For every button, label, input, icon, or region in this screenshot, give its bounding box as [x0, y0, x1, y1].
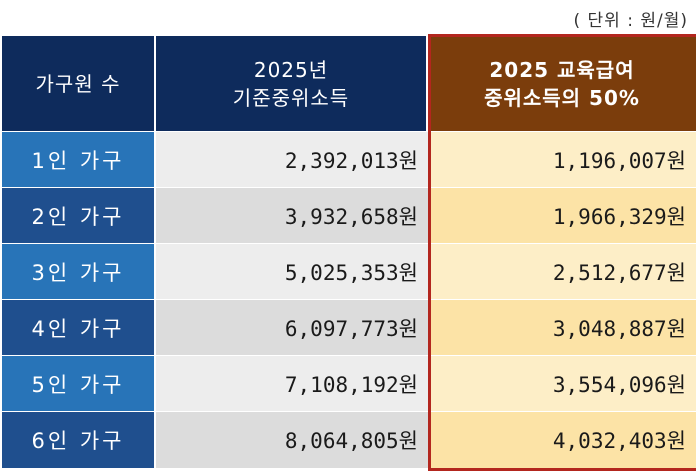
median-income-cell: 5,025,353원 [156, 244, 428, 300]
table-row: 3인 가구 5,025,353원 2,512,677원 [2, 244, 696, 300]
household-cell: 5인 가구 [2, 356, 156, 412]
header-edu-benefit-line1: 2025 교육급여 [489, 57, 635, 82]
household-cell: 4인 가구 [2, 300, 156, 356]
table-row: 6인 가구 8,064,805원 4,032,403원 [2, 412, 696, 469]
edu-benefit-cell: 1,196,007원 [428, 132, 696, 188]
household-cell: 3인 가구 [2, 244, 156, 300]
median-income-cell: 8,064,805원 [156, 412, 428, 469]
header-household-size: 가구원 수 [2, 36, 156, 132]
header-median-income-line2: 기준중위소득 [232, 85, 350, 110]
median-income-cell: 6,097,773원 [156, 300, 428, 356]
unit-note: ( 단위 : 원/월) [573, 11, 688, 31]
edu-benefit-cell: 2,512,677원 [428, 244, 696, 300]
header-edu-benefit-line2: 중위소득의 50% [484, 85, 640, 110]
median-income-cell: 2,392,013원 [156, 132, 428, 188]
median-income-cell: 3,932,658원 [156, 188, 428, 244]
edu-benefit-cell: 4,032,403원 [428, 412, 696, 469]
header-edu-benefit: 2025 교육급여 중위소득의 50% [428, 36, 696, 132]
table-row: 5인 가구 7,108,192원 3,554,096원 [2, 356, 696, 412]
header-household-size-label: 가구원 수 [35, 71, 121, 96]
table-row: 4인 가구 6,097,773원 3,048,887원 [2, 300, 696, 356]
edu-benefit-cell: 1,966,329원 [428, 188, 696, 244]
edu-benefit-cell: 3,554,096원 [428, 356, 696, 412]
table-row: 2인 가구 3,932,658원 1,966,329원 [2, 188, 696, 244]
header-median-income-line1: 2025년 [253, 57, 329, 82]
table-header-row: 가구원 수 2025년 기준중위소득 2025 교육급여 중위소득의 50% [2, 36, 696, 132]
household-cell: 2인 가구 [2, 188, 156, 244]
median-income-cell: 7,108,192원 [156, 356, 428, 412]
header-median-income: 2025년 기준중위소득 [156, 36, 428, 132]
household-cell: 6인 가구 [2, 412, 156, 469]
edu-benefit-cell: 3,048,887원 [428, 300, 696, 356]
income-table: 가구원 수 2025년 기준중위소득 2025 교육급여 중위소득의 50% 1… [2, 36, 696, 469]
table-row: 1인 가구 2,392,013원 1,196,007원 [2, 132, 696, 188]
household-cell: 1인 가구 [2, 132, 156, 188]
